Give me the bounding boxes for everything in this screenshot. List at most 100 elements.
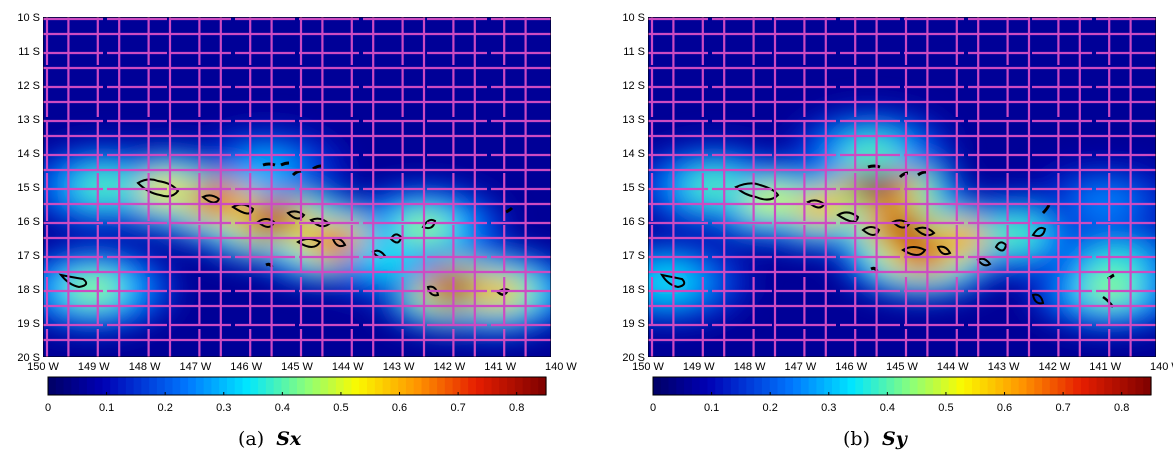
colorbar-swatch [507,377,516,395]
colorbar-swatch [444,377,454,395]
colorbar-swatch [979,377,989,395]
colorbar-swatch [475,377,485,395]
x-tick-labels-sy: 150 W 149 W 148 W 147 W 146 W 145 W 144 W 143 W… [632,361,1173,373]
colorbar-swatch [800,377,810,395]
colorbar-swatch [180,377,189,395]
x-tick-label: 147 W [785,361,817,373]
y-tick-label: 10 S [17,12,40,24]
colorbar-tick-label: 0.3 [216,402,231,414]
colorbar-swatch [382,377,391,395]
colorbar-swatch [265,377,275,395]
colorbar-swatch [878,377,888,395]
colorbar-frame [47,376,547,396]
colorbar-swatch [110,377,119,395]
colorbar-tick-label: 0.7 [1055,402,1070,414]
x-tick-label: 143 W [988,361,1020,373]
plot-area-sy [648,17,1156,357]
y-tick-label: 11 S [18,46,40,58]
colorbar-swatch [831,377,841,395]
colorbar-swatch [1096,377,1105,395]
colorbar-tick-label: 0.5 [938,402,953,414]
colorbar-swatch [351,377,360,395]
colorbar-swatch [1018,377,1028,395]
heatmap-cell [361,244,416,273]
colorbar-swatch [902,377,911,395]
colorbar-swatch [964,377,973,395]
colorbar-swatch [234,377,244,395]
colorbar-swatch [141,377,150,395]
heatmap-cell [468,278,522,307]
colorbar-swatch [413,377,423,395]
x-tick-label: 150 W [632,361,664,373]
colorbar-swatch [281,377,290,395]
colorbar-swatch [538,377,547,395]
colorbar-swatch [1073,377,1082,395]
x-tick-label: 143 W [383,361,415,373]
panel-sx: 10 S 11 S 12 S 13 S 14 S 15 S 16 S 17 S 18 S 19 S… [17,12,577,450]
colorbar-swatch [211,377,220,395]
x-tick-label: 141 W [1089,361,1121,373]
colorbar-swatch [684,377,693,395]
colorbar-swatch [886,377,895,395]
x-tick-label: 146 W [835,361,867,373]
colorbar-swatch [125,377,135,395]
y-tick-label: 17 S [622,250,645,262]
colorbar-swatch [933,377,942,395]
x-tick-label: 147 W [180,361,212,373]
x-tick-label: 140 W [1150,361,1173,373]
y-tick-label: 13 S [622,114,645,126]
colorbar-swatch [1112,377,1121,395]
colorbar-swatch [250,377,259,395]
y-tick-label: 12 S [17,80,40,92]
panel-sy: 10 S 11 S 12 S 13 S 14 S 15 S 16 S 17 S 18 S 19 S… [622,12,1173,450]
colorbar-swatch [55,377,65,395]
colorbar-swatch [71,377,80,395]
x-tick-label: 148 W [129,361,161,373]
colorbar-swatch [754,377,763,395]
colorbar-frame [652,376,1152,396]
colorbar-swatch [359,377,368,395]
x-tick-label: 148 W [734,361,766,373]
colorbar-swatch [1104,377,1113,395]
colorbar-tick-label: 0.4 [275,402,290,414]
colorbar-swatch [242,377,251,395]
colorbar-swatch [437,377,446,395]
colorbar-swatch [1080,377,1090,395]
colorbar-swatch [460,377,469,395]
y-tick-label: 19 S [17,318,40,330]
x-tick-label: 149 W [78,361,110,373]
y-tick-label: 15 S [17,182,40,194]
colorbar-swatch [1135,377,1144,395]
x-tick-labels-sx: 150 W 149 W 148 W 147 W 146 W 145 W 144 W 143 W… [27,361,577,373]
colorbar-swatch [514,377,524,395]
x-tick-label: 144 W [937,361,969,373]
colorbar-swatch [195,377,205,395]
colorbar-swatch [452,377,462,395]
y-tick-label: 18 S [622,284,645,296]
colorbar-swatch [1065,377,1074,395]
colorbar-swatch [188,377,197,395]
colorbar-swatch [660,377,670,395]
colorbar-swatch [226,377,236,395]
colorbar-tick-label: 0.6 [997,402,1012,414]
colorbar-swatch [870,377,880,395]
colorbar-tick-label: 0.4 [880,402,895,414]
y-tick-label: 17 S [17,250,40,262]
heatmap-cell [67,275,121,303]
y-tick-label: 13 S [17,114,40,126]
colorbar-swatch [691,377,701,395]
heatmap-cell [687,173,741,201]
y-tick-label: 15 S [622,182,645,194]
colorbar-swatch [894,377,903,395]
colorbar-swatch [723,377,732,395]
colorbar-swatch [940,377,950,395]
colorbar-swatch [777,377,786,395]
x-tick-label: 144 W [332,361,364,373]
colorbar-tick-label: 0.1 [99,402,114,414]
caption-label-sx: (a) [238,428,264,450]
colorbar-swatch [668,377,677,395]
y-tick-label: 16 S [17,216,40,228]
colorbar-swatch [761,377,771,395]
y-tick-label: 20 S [17,352,40,364]
colorbar-tick-label: 0.8 [1114,402,1129,414]
